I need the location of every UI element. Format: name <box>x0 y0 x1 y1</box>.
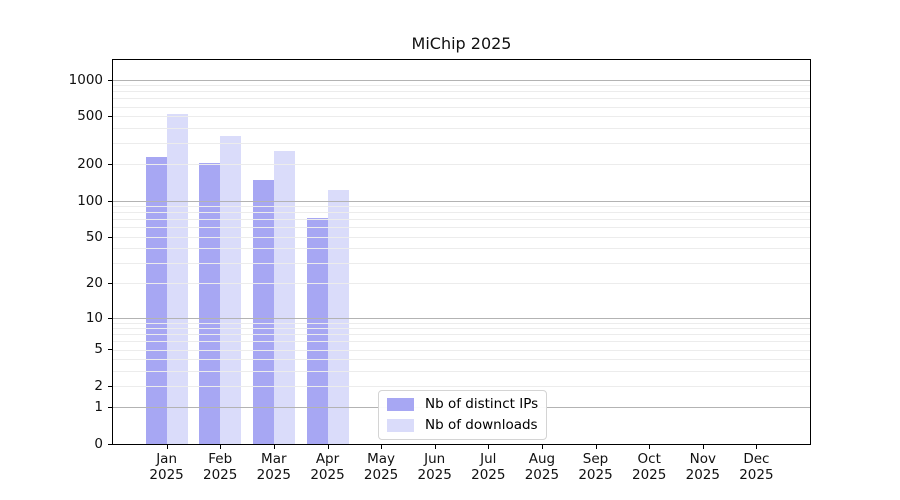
x-axis-tick-label: Jun 2025 <box>417 451 452 483</box>
x-axis-tick-label: Oct 2025 <box>632 451 667 483</box>
x-axis-tick-label: Jul 2025 <box>471 451 506 483</box>
gridline-minor <box>113 206 810 208</box>
bar-nb-of-distinct-ips-apr <box>306 217 328 444</box>
legend-swatch-nb-of-distinct-ips <box>387 398 414 411</box>
y-axis-tick-label: 5 <box>94 341 103 357</box>
gridline-minor <box>113 219 810 221</box>
x-axis-tick-mark <box>166 445 168 449</box>
x-axis-tick-label: Feb 2025 <box>203 451 238 483</box>
y-axis-tick-mark <box>108 80 112 81</box>
x-axis-tick-mark <box>273 445 275 449</box>
gridline-minor <box>113 106 810 108</box>
x-axis-tick-mark <box>434 445 436 449</box>
gridline-minor <box>113 322 810 324</box>
y-axis-tick-mark <box>108 116 112 117</box>
gridline-minor <box>113 116 810 118</box>
x-axis-tick-label: Nov 2025 <box>685 451 720 483</box>
bar-nb-of-downloads-mar <box>273 151 295 444</box>
y-axis-tick-label: 1 <box>94 399 103 415</box>
x-axis-tick-label: Dec 2025 <box>739 451 774 483</box>
plot-area <box>112 59 811 445</box>
gridline-minor <box>113 248 810 250</box>
gridline-minor <box>113 212 810 214</box>
y-axis-tick-label: 200 <box>77 156 103 172</box>
chart-title: MiChip 2025 <box>411 34 512 53</box>
bar-nb-of-downloads-jan <box>166 114 188 444</box>
bar-nb-of-distinct-ips-feb <box>199 162 221 444</box>
y-axis-tick-label: 0 <box>94 436 103 452</box>
gridline-minor <box>113 127 810 129</box>
x-axis-tick-mark <box>595 445 597 449</box>
x-axis-tick-label: Aug 2025 <box>524 451 560 483</box>
gridline-minor <box>113 359 810 361</box>
x-axis-tick-mark <box>488 445 490 449</box>
y-axis-tick-mark <box>108 164 112 165</box>
x-axis-tick-label: May 2025 <box>363 451 399 483</box>
x-axis-tick-label: Apr 2025 <box>310 451 345 483</box>
gridline-minor <box>113 341 810 343</box>
y-axis-tick-label: 2 <box>94 378 103 394</box>
gridline-minor <box>113 283 810 285</box>
gridline-major <box>113 200 810 202</box>
y-axis-tick-mark <box>108 283 112 284</box>
gridline-minor <box>113 370 810 372</box>
legend-swatch-nb-of-downloads <box>387 419 414 432</box>
x-axis-tick-label: Jan 2025 <box>149 451 184 483</box>
legend-label: Nb of downloads <box>425 417 538 433</box>
gridline-minor <box>113 85 810 87</box>
y-axis-tick-label: 10 <box>85 310 103 326</box>
y-axis-tick-label: 20 <box>85 275 103 291</box>
gridline-minor <box>113 236 810 238</box>
y-axis-tick-label: 500 <box>77 108 103 124</box>
x-axis-tick-mark <box>220 445 222 449</box>
gridline-minor <box>113 91 810 93</box>
x-axis-tick-mark <box>756 445 758 449</box>
y-axis-tick-mark <box>108 444 112 445</box>
legend: Nb of distinct IPs Nb of downloads <box>378 390 548 440</box>
y-axis-tick-label: 1000 <box>68 72 103 88</box>
gridline-minor <box>113 386 810 388</box>
gridline-minor <box>113 262 810 264</box>
gridline-minor <box>113 164 810 166</box>
y-axis-tick-mark <box>108 237 112 238</box>
y-axis-tick-mark <box>108 386 112 387</box>
bar-nb-of-downloads-feb <box>220 135 242 444</box>
gridline-minor <box>113 334 810 336</box>
gridline-minor <box>113 98 810 100</box>
x-axis-tick-label: Mar 2025 <box>256 451 291 483</box>
x-axis-tick-mark <box>381 445 383 449</box>
legend-label: Nb of distinct IPs <box>425 396 539 412</box>
x-axis-tick-mark <box>702 445 704 449</box>
y-axis-tick-mark <box>108 201 112 202</box>
x-axis-tick-mark <box>327 445 329 449</box>
gridline-major <box>113 317 810 319</box>
legend-item-nb-of-distinct-ips: Nb of distinct IPs <box>387 396 538 413</box>
y-axis-tick-mark <box>108 407 112 408</box>
gridline-minor <box>113 349 810 351</box>
y-axis-tick-mark <box>108 349 112 350</box>
y-axis-tick-label: 50 <box>85 229 103 245</box>
bar-nb-of-downloads-apr <box>327 190 349 444</box>
gridline-minor <box>113 328 810 330</box>
bar-nb-of-distinct-ips-jan <box>145 156 167 444</box>
x-axis-tick-mark <box>649 445 651 449</box>
y-axis-tick-label: 100 <box>77 193 103 209</box>
x-axis-tick-mark <box>541 445 543 449</box>
legend-item-nb-of-downloads: Nb of downloads <box>387 417 538 434</box>
gridline-minor <box>113 143 810 144</box>
x-axis-tick-label: Sep 2025 <box>578 451 613 483</box>
gridline-minor <box>113 227 810 229</box>
y-axis-tick-mark <box>108 318 112 319</box>
gridline-major <box>113 79 810 81</box>
bar-nb-of-distinct-ips-mar <box>252 180 274 444</box>
